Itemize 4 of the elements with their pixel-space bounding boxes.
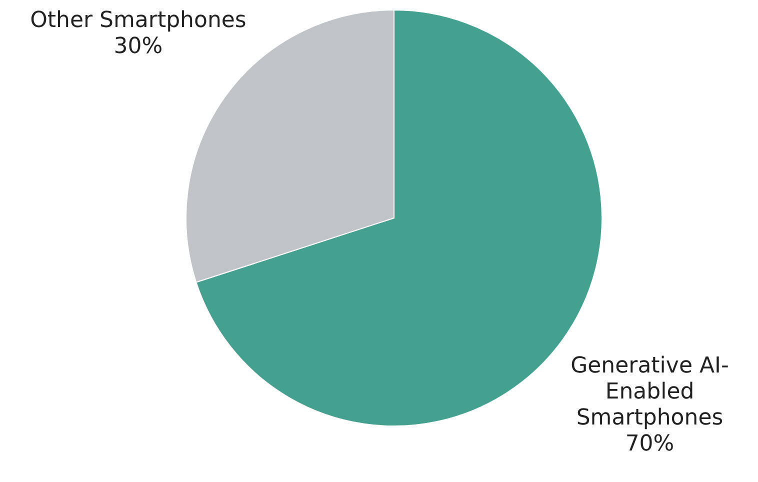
data-label: 70% — [625, 432, 674, 457]
slice-label: Generative AI-Enabled Smartphones — [570, 354, 729, 431]
data-label: 30% — [114, 34, 163, 59]
slice-label: Other Smartphones — [30, 8, 246, 33]
